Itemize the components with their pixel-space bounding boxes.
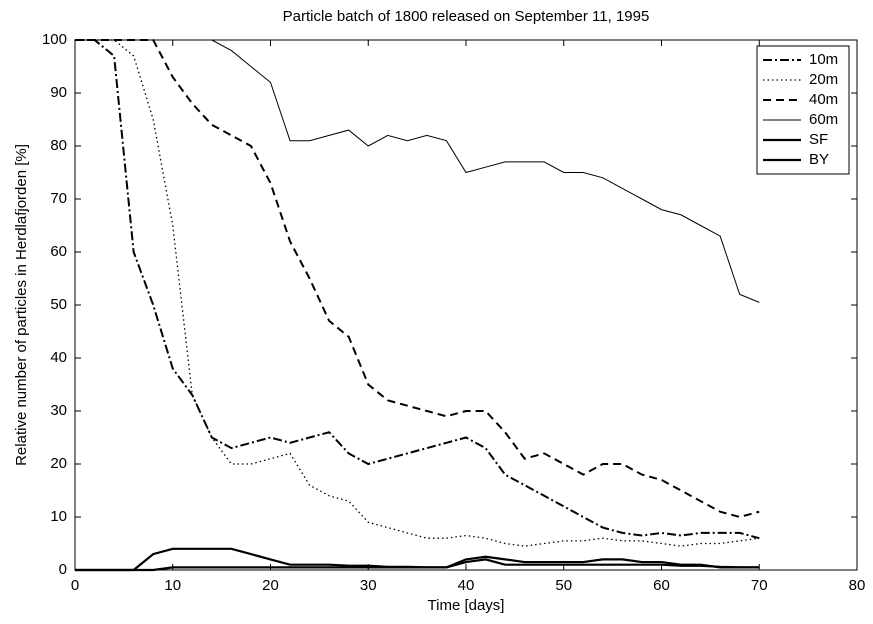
series-line: [75, 558, 760, 572]
x-tick-label: 20: [262, 577, 279, 594]
x-tick-label: 50: [555, 577, 572, 594]
series-line: [75, 39, 760, 303]
legend-box: [756, 45, 850, 175]
legend-label: BY: [809, 151, 829, 168]
y-tick-label: 90: [50, 84, 67, 101]
y-tick-label: 30: [50, 402, 67, 419]
chart-title: Particle batch of 1800 released on Septe…: [283, 8, 650, 25]
y-tick-label: 10: [50, 508, 67, 525]
x-tick-label: 70: [751, 577, 768, 594]
y-tick-label: 0: [59, 561, 67, 578]
legend-label: 60m: [809, 111, 838, 128]
x-tick-label: 10: [164, 577, 181, 594]
y-tick-label: 60: [50, 243, 67, 260]
x-tick-label: 40: [458, 577, 475, 594]
plot-frame: [74, 39, 858, 571]
y-axis-label: Relative number of particles in Herdlafj…: [13, 144, 30, 466]
series-line: [75, 39, 760, 519]
series-line: [75, 39, 760, 540]
y-tick-label: 70: [50, 190, 67, 207]
legend-label: 40m: [809, 91, 838, 108]
legend-label: SF: [809, 131, 828, 148]
x-axis-label: Time [days]: [428, 597, 505, 614]
x-tick-label: 60: [653, 577, 670, 594]
series-line: [75, 39, 760, 547]
y-tick-label: 20: [50, 455, 67, 472]
x-tick-label: 80: [849, 577, 866, 594]
y-tick-label: 40: [50, 349, 67, 366]
y-tick-label: 80: [50, 137, 67, 154]
y-tick-label: 50: [50, 296, 67, 313]
y-tick-label: 100: [42, 31, 67, 48]
x-tick-label: 0: [71, 577, 79, 594]
x-tick-label: 30: [360, 577, 377, 594]
legend-label: 20m: [809, 71, 838, 88]
legend-label: 10m: [809, 51, 838, 68]
